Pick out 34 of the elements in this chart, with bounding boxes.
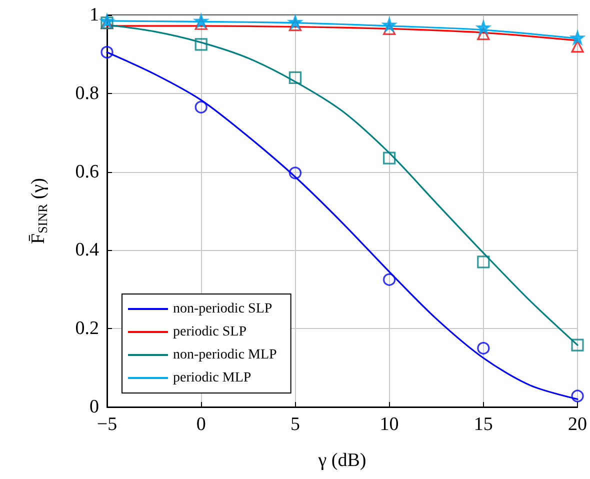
point (571, 40, 584, 53)
point (194, 38, 208, 51)
point (194, 100, 208, 114)
y-tick-label: 0.4 (75, 240, 100, 261)
y-tick-label: 1 (90, 4, 99, 26)
point (383, 152, 396, 164)
legend-label: periodic MLP (173, 370, 252, 386)
legend-label: non-periodic MLP (173, 348, 278, 362)
x-tick-label: 5 (290, 414, 300, 435)
x-axis-title: γ (dB) (317, 450, 366, 471)
y-tick-label: 0 (90, 396, 99, 418)
x-tick-label: 0 (196, 414, 206, 435)
x-tick-label: 10 (380, 414, 399, 435)
point (570, 30, 584, 45)
y-tick-label: 0.8 (75, 82, 99, 104)
point (288, 166, 302, 180)
x-tick-label: 15 (474, 414, 493, 435)
point (476, 20, 490, 34)
x-tick-label: −5 (96, 414, 118, 435)
point (288, 15, 302, 29)
point (382, 18, 396, 32)
point (477, 342, 490, 354)
legend-label: periodic SLP (173, 324, 247, 340)
point (100, 46, 114, 59)
point (288, 71, 302, 84)
point (477, 256, 490, 268)
y-tick-label: 0.2 (75, 318, 99, 340)
legend-label: non-periodic SLP (173, 302, 272, 316)
point (571, 390, 584, 402)
y-axis-title: F̄SINR (γ) (28, 178, 50, 244)
y-tick-label: 0.6 (75, 161, 99, 182)
x-tick-label: 20 (568, 414, 587, 435)
point (571, 338, 584, 352)
point (383, 273, 396, 286)
